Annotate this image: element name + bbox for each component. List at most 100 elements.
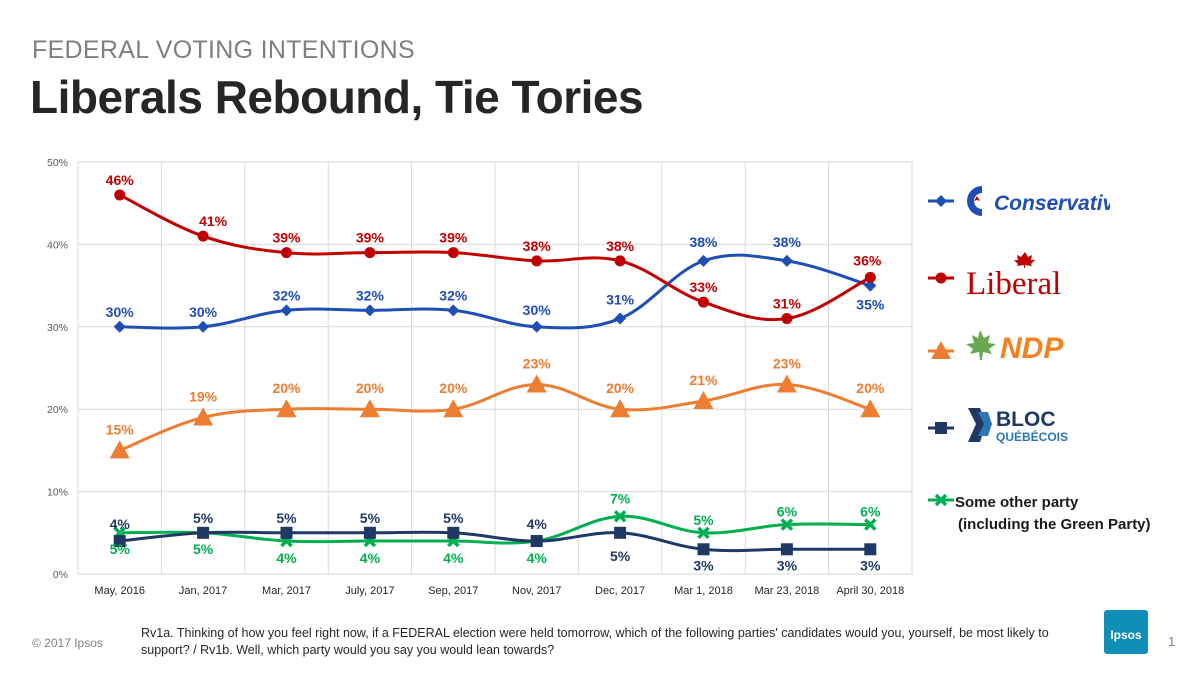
data-point-conservative	[363, 304, 376, 317]
x-tick-label: Mar, 2017	[262, 585, 311, 597]
y-tick-label: 40%	[47, 239, 68, 251]
data-label-conservative: 35%	[856, 297, 885, 313]
ndp-logo-icon: NDP	[966, 330, 1064, 365]
data-point-ndp	[109, 440, 130, 459]
data-label-conservative: 32%	[439, 287, 468, 303]
data-point-conservative	[697, 254, 710, 267]
data-label-ndp: 20%	[356, 380, 385, 396]
x-tick-label: Dec, 2017	[595, 585, 645, 597]
data-label-bloc: 5%	[193, 510, 214, 526]
data-point-other	[864, 518, 877, 531]
data-label-bloc: 5%	[443, 510, 464, 526]
data-label-conservative: 30%	[189, 304, 218, 320]
data-label-bloc: 3%	[777, 557, 798, 573]
data-label-other: 4%	[527, 550, 548, 566]
data-label-other: 5%	[110, 541, 131, 557]
data-point-liberal	[447, 247, 459, 259]
data-label-ndp: 21%	[689, 372, 718, 388]
data-point-bloc	[280, 526, 293, 539]
data-label-conservative: 30%	[106, 304, 135, 320]
data-point-ndp	[776, 374, 797, 393]
data-label-bloc: 4%	[527, 516, 548, 532]
legend-liberal-label: Liberal	[966, 266, 1061, 298]
data-label-bloc: 5%	[610, 548, 631, 564]
data-point-liberal	[698, 296, 709, 308]
data-point-ndp	[693, 390, 714, 409]
data-point-bloc	[113, 535, 126, 548]
data-point-conservative	[280, 304, 293, 317]
data-label-liberal: 38%	[606, 238, 635, 254]
data-label-liberal: 46%	[106, 172, 135, 188]
data-point-bloc	[697, 543, 710, 556]
data-label-ndp: 23%	[523, 355, 552, 371]
series-line-other	[119, 514, 871, 545]
data-point-liberal	[364, 247, 376, 259]
series-line-bloc	[119, 530, 871, 553]
series-line-ndp	[119, 382, 871, 452]
data-point-ndp	[860, 399, 881, 418]
legend-other-label: Some other party	[955, 494, 1079, 511]
data-point-liberal	[531, 255, 543, 267]
data-point-bloc	[614, 526, 627, 539]
data-label-liberal: 41%	[199, 213, 228, 229]
y-tick-label: 0%	[53, 569, 68, 581]
data-point-ndp	[526, 374, 547, 393]
legend-swatch-marker-liberal	[935, 272, 947, 284]
data-label-liberal: 39%	[356, 230, 385, 246]
data-label-conservative: 30%	[523, 302, 552, 318]
y-tick-label: 30%	[47, 322, 68, 334]
data-point-liberal	[197, 230, 209, 242]
legend-ndp: NDP	[960, 326, 1105, 371]
x-tick-label: Jan, 2017	[179, 585, 227, 597]
x-tick-label: Sep, 2017	[428, 585, 478, 597]
data-point-bloc	[447, 526, 460, 539]
conservative-logo-icon: Conservative	[967, 186, 1126, 216]
data-label-other: 4%	[360, 550, 381, 566]
legend-other: Some other party (including the Green Pa…	[955, 492, 1151, 536]
data-point-ndp	[443, 399, 464, 418]
data-point-liberal	[114, 189, 126, 201]
data-label-bloc: 3%	[693, 557, 714, 573]
y-tick-label: 50%	[47, 157, 68, 169]
ipsos-logo-text: Ipsos	[1110, 628, 1142, 642]
data-point-bloc	[780, 543, 793, 556]
data-label-conservative: 38%	[773, 234, 802, 250]
data-point-bloc	[530, 535, 543, 548]
data-label-liberal: 31%	[773, 296, 802, 312]
data-label-liberal: 39%	[272, 230, 301, 246]
data-label-ndp: 20%	[272, 380, 301, 396]
page-title: Liberals Rebound, Tie Tories	[30, 71, 644, 123]
legend-bloc: BLOC QUÉBÉCOIS	[966, 404, 1091, 453]
data-point-conservative	[197, 320, 210, 333]
data-label-other: 4%	[276, 550, 297, 566]
series-line-conservative	[119, 253, 871, 330]
bloc-logo-icon: BLOC QUÉBÉCOIS	[968, 408, 1068, 444]
data-label-ndp: 15%	[106, 421, 135, 437]
data-point-conservative	[530, 320, 543, 333]
data-point-liberal	[281, 247, 292, 259]
data-label-other: 6%	[777, 504, 798, 520]
x-tick-label: Nov, 2017	[512, 585, 561, 597]
x-tick-label: July, 2017	[345, 585, 394, 597]
data-label-other: 7%	[610, 490, 631, 506]
data-point-conservative	[113, 320, 126, 333]
data-point-bloc	[197, 526, 210, 539]
data-label-conservative: 38%	[689, 234, 718, 250]
legend-swatch-marker-conservative	[935, 195, 947, 207]
data-label-liberal: 39%	[439, 230, 468, 246]
data-label-other: 5%	[693, 512, 714, 528]
data-label-liberal: 38%	[523, 238, 552, 254]
data-label-other: 5%	[193, 541, 214, 557]
y-tick-label: 10%	[47, 487, 68, 499]
data-label-ndp: 19%	[189, 388, 218, 404]
data-label-bloc: 4%	[110, 516, 131, 532]
data-label-conservative: 32%	[356, 287, 385, 303]
data-label-conservative: 31%	[606, 292, 635, 308]
data-point-other	[697, 526, 710, 540]
data-point-conservative	[614, 312, 627, 325]
data-label-liberal: 36%	[853, 252, 882, 268]
survey-question: Rv1a. Thinking of how you feel right now…	[141, 626, 1049, 657]
legend-conservative: Conservative	[960, 180, 1126, 227]
page-kicker: FEDERAL VOTING INTENTIONS	[32, 36, 416, 64]
